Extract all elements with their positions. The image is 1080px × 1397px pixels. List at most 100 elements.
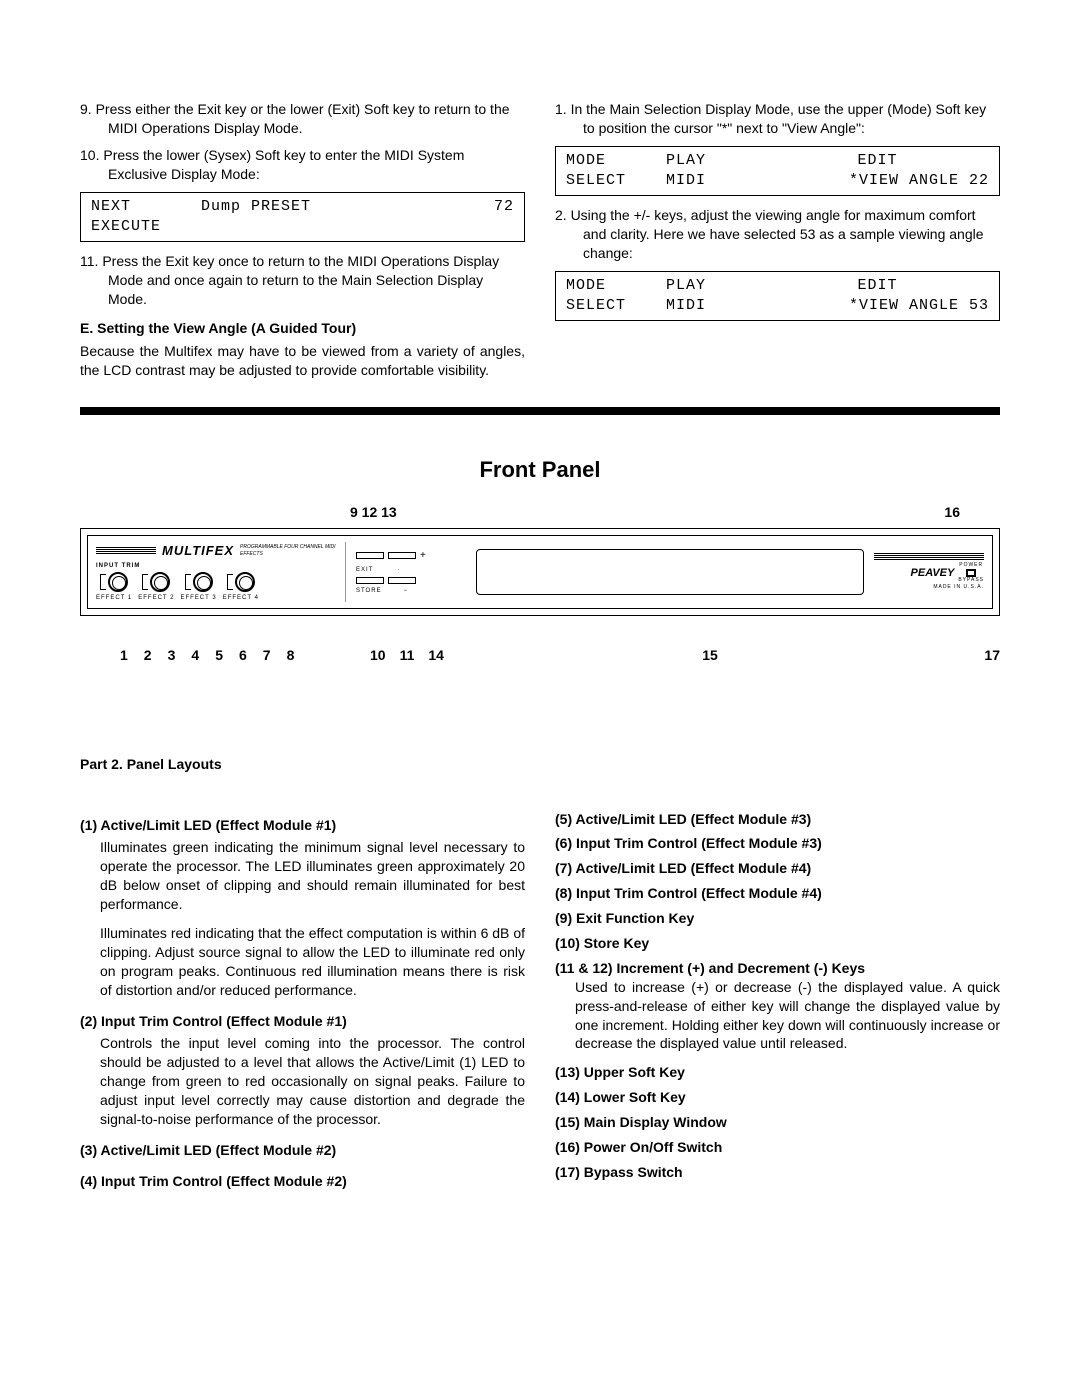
effect-2: EFFECT 2	[138, 572, 174, 602]
lcd-cell: EDIT	[766, 151, 989, 171]
front-panel-title: Front Panel	[80, 455, 1000, 485]
item-11-p1: Used to increase (+) or decrease (-) the…	[555, 978, 1000, 1054]
lcd-cell: MIDI	[666, 171, 766, 191]
lbl-4: 4	[191, 646, 199, 665]
lcd-display-sysex: NEXT Dump PRESET 72 EXECUTE	[80, 192, 525, 243]
led-1	[100, 574, 106, 590]
part-2: Part 2. Panel Layouts (1) Active/Limit L…	[80, 755, 1000, 1195]
item-2-head: (2) Input Trim Control (Effect Module #1…	[80, 1012, 525, 1031]
part-2-left: (1) Active/Limit LED (Effect Module #1) …	[80, 804, 525, 1195]
item-17-head: (17) Bypass Switch	[555, 1163, 1000, 1182]
lcd-cell: 72	[464, 197, 514, 217]
knob-1	[108, 572, 128, 592]
store-label: STORE	[356, 587, 382, 595]
lcd-cell: EXECUTE	[91, 217, 191, 237]
step-1-right: 1. In the Main Selection Display Mode, u…	[555, 100, 1000, 138]
part-2-right: (5) Active/Limit LED (Effect Module #3) …	[555, 804, 1000, 1195]
effect-4-label: EFFECT 4	[223, 594, 259, 602]
led-2	[142, 574, 148, 590]
item-2-p1: Controls the input level coming into the…	[80, 1034, 525, 1128]
effect-4: EFFECT 4	[223, 572, 259, 602]
knob-2	[150, 572, 170, 592]
effect-3: EFFECT 3	[180, 572, 216, 602]
lcd-display-view53: MODE PLAY EDIT SELECT MIDI *VIEW ANGLE 5…	[555, 271, 1000, 322]
item-10-head: (10) Store Key	[555, 934, 1000, 953]
lbl-10: 10	[370, 646, 386, 665]
lbl-8: 8	[287, 646, 295, 665]
step-10: 10. Press the lower (Sysex) Soft key to …	[80, 146, 525, 184]
lbl-1: 1	[120, 646, 128, 665]
panel-mid: + EXIT · STORE −	[356, 549, 466, 595]
lcd-cell: SELECT	[566, 171, 666, 191]
label-top-right: 16	[944, 503, 960, 522]
section-e-heading: E. Setting the View Angle (A Guided Tour…	[80, 319, 525, 338]
knob-3	[193, 572, 213, 592]
lcd-cell: *VIEW ANGLE 22	[766, 171, 989, 191]
lcd-cell: *VIEW ANGLE 53	[766, 296, 989, 316]
effect-3-label: EFFECT 3	[180, 594, 216, 602]
lbl-7: 7	[263, 646, 271, 665]
item-1-p1: Illuminates green indicating the minimum…	[80, 838, 525, 914]
item-11-head: (11 & 12) Increment (+) and Decrement (-…	[555, 959, 1000, 978]
led-4	[227, 574, 233, 590]
knob-row: EFFECT 1 EFFECT 2 EFFECT 3 EFFECT 4	[96, 572, 345, 602]
power-switch	[966, 569, 976, 577]
item-1-head: (1) Active/Limit LED (Effect Module #1)	[80, 816, 525, 835]
lcd-cell: Dump PRESET	[191, 197, 464, 217]
lcd-cell: NEXT	[91, 197, 191, 217]
panel-left: MULTIFEX PROGRAMMABLE FOUR CHANNEL MIDI …	[96, 542, 346, 602]
item-13-head: (13) Upper Soft Key	[555, 1063, 1000, 1082]
labels-1-8: 1 2 3 4 5 6 7 8	[120, 646, 370, 665]
item-1-p2: Illuminates red indicating that the effe…	[80, 924, 525, 1000]
labels-10-14: 10 11 14	[370, 646, 490, 665]
panel-right: PEAVEY POWER BYPASS MADE IN U.S.A.	[874, 553, 984, 590]
bypass-label: BYPASS	[958, 577, 984, 584]
step-11: 11. Press the Exit key once to return to…	[80, 252, 525, 309]
knob-4	[235, 572, 255, 592]
plus-label: +	[420, 549, 426, 563]
soft-key-upper	[356, 552, 384, 559]
item-9-head: (9) Exit Function Key	[555, 909, 1000, 928]
plus-key	[388, 552, 416, 559]
exit-label: EXIT	[356, 566, 373, 574]
upper-left-column: 9. Press either the Exit key or the lowe…	[80, 100, 525, 379]
lbl-6: 6	[239, 646, 247, 665]
soft-key-lower	[356, 577, 384, 584]
made-in-usa: MADE IN U.S.A.	[933, 584, 984, 591]
effect-2-label: EFFECT 2	[138, 594, 174, 602]
main-display-window	[476, 549, 864, 595]
upper-section: 9. Press either the Exit key or the lowe…	[80, 100, 1000, 379]
minus-key	[388, 577, 416, 584]
lcd-display-view22: MODE PLAY EDIT SELECT MIDI *VIEW ANGLE 2…	[555, 146, 1000, 197]
effect-1: EFFECT 1	[96, 572, 132, 602]
lbl-2: 2	[144, 646, 152, 665]
section-e-body: Because the Multifex may have to be view…	[80, 342, 525, 380]
lcd-cell: SELECT	[566, 296, 666, 316]
item-8-head: (8) Input Trim Control (Effect Module #4…	[555, 884, 1000, 903]
item-3-head: (3) Active/Limit LED (Effect Module #2)	[80, 1141, 525, 1160]
effect-1-label: EFFECT 1	[96, 594, 132, 602]
upper-right-column: 1. In the Main Selection Display Mode, u…	[555, 100, 1000, 379]
lcd-cell: PLAY	[666, 151, 766, 171]
lcd-cell: EDIT	[766, 276, 989, 296]
power-label: POWER	[959, 562, 983, 569]
lcd-cell: PLAY	[666, 276, 766, 296]
input-trim-label: INPUT TRIM	[96, 562, 345, 570]
part-2-heading: Part 2. Panel Layouts	[80, 755, 1000, 774]
item-16-head: (16) Power On/Off Switch	[555, 1138, 1000, 1157]
part-2-columns: (1) Active/Limit LED (Effect Module #1) …	[80, 804, 1000, 1195]
lcd-cell: MIDI	[666, 296, 766, 316]
lbl-5: 5	[215, 646, 223, 665]
item-6-head: (6) Input Trim Control (Effect Module #3…	[555, 834, 1000, 853]
lcd-cell: MODE	[566, 276, 666, 296]
lbl-11: 11	[400, 646, 415, 665]
lcd-cell: MODE	[566, 151, 666, 171]
item-15-head: (15) Main Display Window	[555, 1113, 1000, 1132]
brand-subtitle: PROGRAMMABLE FOUR CHANNEL MIDI EFFECTS	[240, 544, 345, 558]
step-9: 9. Press either the Exit key or the lowe…	[80, 100, 525, 138]
item-7-head: (7) Active/Limit LED (Effect Module #4)	[555, 859, 1000, 878]
brand-text: MULTIFEX	[162, 542, 234, 560]
lbl-3: 3	[168, 646, 176, 665]
label-top-left: 9 12 13	[350, 504, 397, 520]
section-divider	[80, 407, 1000, 415]
